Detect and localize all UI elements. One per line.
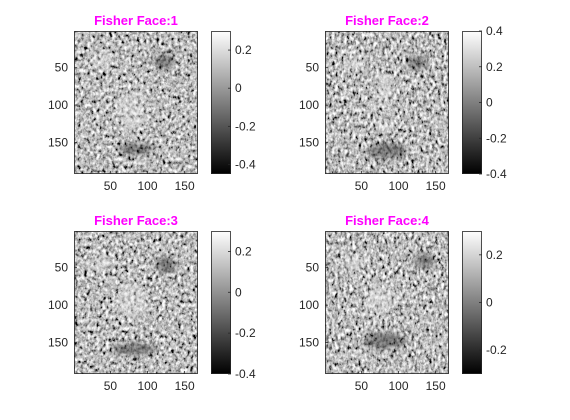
colorbar-tick-label: -0.2 xyxy=(235,326,256,340)
x-tick-label: 50 xyxy=(355,379,369,393)
colorbar xyxy=(211,231,231,374)
colorbar-tick-label: -0.4 xyxy=(235,367,256,381)
x-tick-label: 50 xyxy=(104,379,118,393)
colorbar-tick-label: 0.2 xyxy=(235,43,252,57)
x-tick-label: 100 xyxy=(137,379,157,393)
colorbar-tick-label: 0 xyxy=(235,285,242,299)
subplot-title: Fisher Face:2 xyxy=(345,13,429,28)
colorbar xyxy=(462,31,482,174)
axes-frame xyxy=(74,231,198,374)
heatmap-feature-mark xyxy=(92,54,112,68)
colorbar-tick-label: 0.2 xyxy=(486,248,503,262)
x-tick-label: 150 xyxy=(426,179,446,193)
colorbar-tick-label: -0.4 xyxy=(235,157,256,171)
heatmap-feature-mark xyxy=(367,143,407,159)
colorbar xyxy=(211,31,231,174)
y-tick-label: 100 xyxy=(48,98,68,112)
x-tick-label: 150 xyxy=(175,379,195,393)
y-tick-label: 50 xyxy=(306,61,320,75)
heatmap-feature-mark xyxy=(118,91,146,131)
y-tick-label: 150 xyxy=(48,136,68,150)
heatmap-features xyxy=(92,53,174,155)
subplot-title: Fisher Face:3 xyxy=(94,213,178,228)
heatmap-features xyxy=(343,253,435,349)
heatmap-feature-mark xyxy=(415,254,435,268)
heatmap-feature-mark xyxy=(363,333,407,349)
heatmap-feature-mark xyxy=(90,255,110,271)
subplot-1: Fisher Face:1 50 100 150 50 100 150 0.2 0 -0.2 -0.… xyxy=(48,13,256,193)
heatmap-feature-mark xyxy=(377,71,393,107)
axes-frame xyxy=(325,31,449,174)
colorbar-tick-label: 0.2 xyxy=(486,60,503,74)
x-tick-label: 150 xyxy=(426,379,446,393)
heatmap-feature-mark xyxy=(343,253,367,269)
colorbar xyxy=(462,231,482,374)
x-tick-label: 50 xyxy=(355,179,369,193)
y-tick-label: 50 xyxy=(55,61,69,75)
x-tick-label: 100 xyxy=(388,379,408,393)
heatmap-feature-mark xyxy=(363,285,395,313)
heatmap-feature-mark xyxy=(118,283,146,319)
y-tick-label: 150 xyxy=(299,136,319,150)
y-tick-label: 100 xyxy=(299,298,319,312)
y-tick-label: 50 xyxy=(306,261,320,275)
colorbar-tick-label: 0 xyxy=(486,96,493,110)
colorbar-tick-label: -0.4 xyxy=(486,167,507,181)
y-tick-label: 150 xyxy=(48,336,68,350)
colorbar-tick-label: 0 xyxy=(235,81,242,95)
subplot-title: Fisher Face:1 xyxy=(94,13,178,28)
y-tick-label: 100 xyxy=(299,98,319,112)
colorbar-tick-label: 0.4 xyxy=(486,24,503,38)
heatmap-features xyxy=(343,56,427,159)
subplot-3: Fisher Face:3 50 100 150 50 100 150 0.2 0 -0.2 -0.… xyxy=(48,213,256,393)
subplot-title: Fisher Face:4 xyxy=(345,213,430,228)
subplot-2: Fisher Face:2 50 100 150 50 100 150 0.4 0.2 0 -0.2… xyxy=(299,13,507,193)
x-tick-label: 150 xyxy=(175,179,195,193)
y-tick-label: 50 xyxy=(55,261,69,275)
heatmap-feature-mark xyxy=(377,120,393,132)
subplot-4: Fisher Face:4 50 100 150 50 100 150 0.2 0 -0.2 xyxy=(299,213,507,393)
heatmap-feature-mark xyxy=(112,343,156,355)
heatmap-feature-mark xyxy=(156,257,176,273)
y-tick-label: 100 xyxy=(48,298,68,312)
axes-frame xyxy=(74,31,198,174)
colorbar-frame xyxy=(211,231,231,374)
heatmap-features xyxy=(90,255,176,355)
axes-frame xyxy=(325,231,449,374)
colorbar-tick-label: 0.2 xyxy=(235,244,252,258)
colorbar-tick-label: -0.2 xyxy=(486,131,507,145)
heatmap-feature-mark xyxy=(118,143,154,155)
y-tick-label: 150 xyxy=(299,336,319,350)
colorbar-tick-label: -0.2 xyxy=(486,343,507,357)
colorbar-tick-label: -0.2 xyxy=(235,119,256,133)
colorbar-frame xyxy=(211,31,231,174)
colorbar-tick-label: 0 xyxy=(486,296,493,310)
heatmap-feature-mark xyxy=(407,56,427,70)
heatmap-feature-mark xyxy=(343,56,363,70)
heatmap-feature-mark xyxy=(154,53,174,69)
x-tick-label: 100 xyxy=(137,179,157,193)
x-tick-label: 100 xyxy=(388,179,408,193)
x-tick-label: 50 xyxy=(104,179,118,193)
